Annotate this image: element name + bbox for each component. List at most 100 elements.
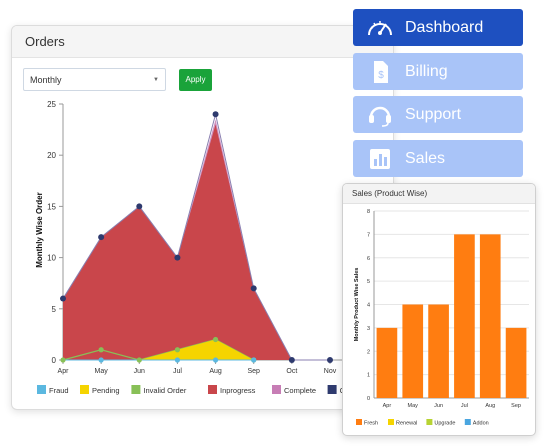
y-axis-label: Monthly Wise Order: [35, 192, 44, 268]
legend-swatch: [464, 419, 471, 425]
x-tick-label: Sep: [511, 403, 521, 409]
orders-header: Orders: [12, 26, 393, 58]
sales-card: Sales (Product Wise) 0 1 2 3 4 5 6 7 8 Monthly Pr…: [342, 183, 536, 436]
orders-card: Orders Monthly ▼ Apply 0 5 10 15 20 25 Apr May J…: [11, 25, 394, 410]
y-axis-label: Monthly Product Wise Sales: [354, 268, 360, 342]
point-cancelled: [174, 254, 181, 261]
x-tick-label: Jun: [134, 368, 145, 375]
y-tick-label: 5: [367, 279, 370, 285]
sales-header: Sales (Product Wise): [343, 184, 535, 204]
point-cancelled: [327, 357, 333, 363]
point-cancelled: [98, 234, 105, 241]
y-tick-label: 1: [367, 373, 370, 379]
y-tick-label: 25: [47, 100, 56, 109]
bar-fresh: [505, 327, 527, 398]
period-select[interactable]: Monthly ▼: [23, 68, 166, 91]
apply-button[interactable]: Apply: [179, 68, 212, 91]
legend-swatch: [80, 385, 89, 394]
point-fraud: [251, 357, 257, 363]
point-invalid-order: [98, 347, 104, 353]
legend-label: Pending: [92, 386, 120, 395]
x-tick-label: Aug: [209, 368, 222, 375]
legend-swatch: [426, 419, 433, 425]
legend-swatch: [327, 385, 337, 394]
orders-title: Orders: [25, 34, 65, 49]
y-tick-label: 3: [367, 326, 370, 332]
x-tick-label: May: [95, 368, 109, 375]
legend-label: Addon: [473, 421, 489, 427]
y-tick-label: 0: [52, 356, 57, 365]
chevron-down-icon: ▼: [153, 76, 159, 83]
point-fraud: [212, 357, 219, 363]
bar-fresh: [428, 304, 449, 398]
menu-billing-label: Billing: [405, 62, 448, 80]
y-tick-label: 6: [367, 256, 370, 262]
x-tick-label: Apr: [383, 403, 392, 409]
invoice-icon: $: [365, 59, 395, 85]
bar-fresh: [402, 304, 424, 398]
y-tick-label: 4: [367, 303, 370, 309]
svg-text:$: $: [378, 70, 384, 81]
legend-swatch: [37, 385, 46, 394]
menu-sales-label: Sales: [405, 149, 446, 167]
x-tick-label: Oct: [286, 368, 297, 375]
legend-swatch: [131, 385, 141, 394]
menu-dashboard-button[interactable]: Dashboard: [353, 9, 523, 46]
y-tick-label: 7: [367, 232, 370, 238]
period-select-value: Monthly: [30, 74, 62, 85]
x-tick-label: Jul: [173, 368, 182, 375]
bar-fresh: [376, 327, 398, 398]
y-tick-label: 8: [367, 209, 370, 215]
point-cancelled: [136, 203, 143, 210]
menu-dashboard-label: Dashboard: [405, 18, 484, 36]
x-tick-label: Jul: [461, 403, 468, 409]
bar-fresh: [479, 234, 501, 398]
legend-label: Fraud: [49, 386, 69, 395]
y-tick-label: 20: [47, 151, 56, 160]
legend-label: Inprogress: [220, 386, 256, 395]
headset-icon: [365, 102, 395, 128]
point-invalid-order: [60, 357, 66, 363]
y-tick-label: 5: [52, 305, 57, 314]
series-area-inprogress: [63, 124, 292, 360]
legend-swatch: [388, 419, 394, 425]
bar-fresh: [454, 234, 475, 398]
legend-label: Invalid Order: [143, 386, 186, 395]
y-tick-label: 2: [367, 349, 370, 355]
x-tick-label: Nov: [324, 368, 337, 375]
point-cancelled: [60, 295, 66, 302]
x-tick-label: May: [408, 403, 419, 409]
point-cancelled: [212, 111, 219, 118]
series-line-cancelled: [62, 114, 330, 361]
y-tick-label: 0: [367, 396, 370, 402]
legend-label: Renewal: [396, 421, 417, 427]
speedometer-icon: [365, 15, 395, 41]
legend-label: Fresh: [364, 421, 378, 427]
point-invalid-order: [136, 357, 142, 363]
series-area-pending: [63, 339, 254, 360]
legend-label: Upgrade: [434, 421, 455, 427]
menu-support-button[interactable]: Support: [353, 96, 523, 133]
menu-sales-button[interactable]: Sales: [353, 140, 523, 177]
x-tick-label: Sep: [247, 368, 260, 375]
y-tick-label: 15: [47, 202, 56, 211]
legend-swatch: [356, 419, 362, 425]
point-cancelled: [288, 357, 295, 363]
orders-toolbar: Monthly ▼ Apply: [23, 68, 212, 91]
point-invalid-order: [174, 347, 181, 353]
point-invalid-order: [212, 336, 219, 343]
menu-support-label: Support: [405, 105, 462, 123]
sales-bar-chart: 0 1 2 3 4 5 6 7 8 Monthly Product Wise Sales Apr Ma…: [354, 209, 529, 427]
x-tick-label: Apr: [58, 368, 70, 375]
x-tick-label: Jun: [434, 403, 443, 409]
menu-billing-button[interactable]: $ Billing: [353, 53, 523, 90]
legend-swatch: [208, 385, 217, 394]
sales-title: Sales (Product Wise): [352, 189, 428, 198]
point-fraud: [98, 357, 104, 363]
x-tick-label: Aug: [485, 403, 495, 409]
legend-label: Complete: [284, 386, 316, 395]
legend-swatch: [272, 385, 281, 394]
point-fraud: [174, 357, 181, 363]
